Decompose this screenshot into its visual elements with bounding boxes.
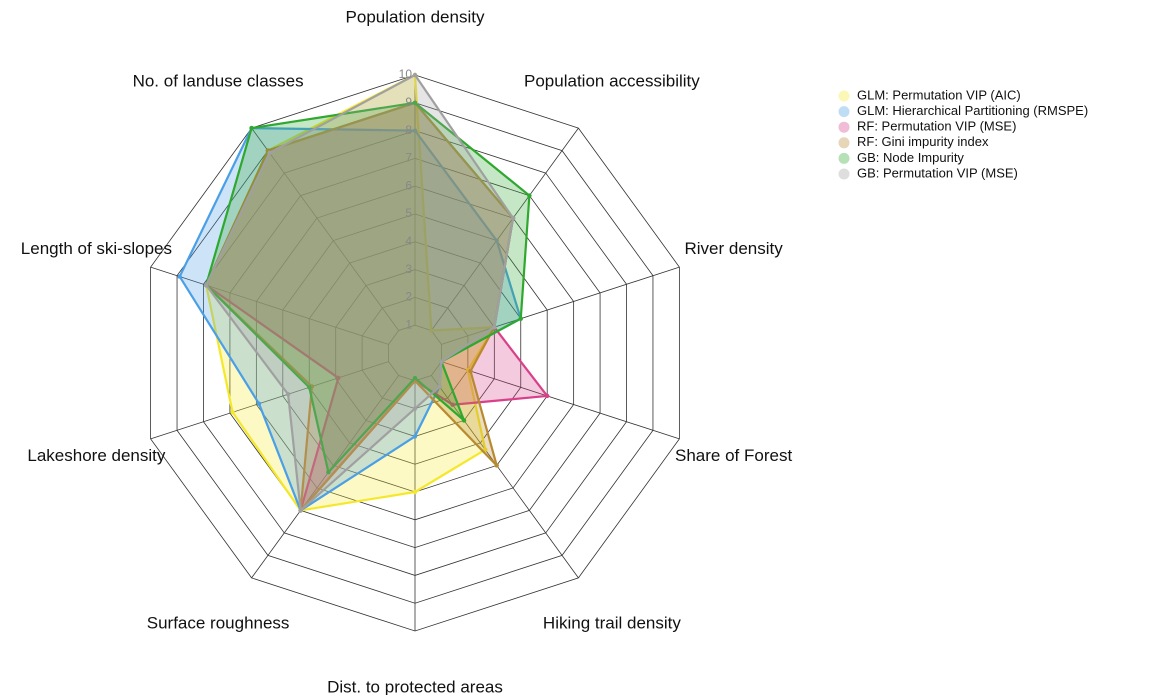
data-point [492,325,497,330]
spoke [150,266,389,345]
data-point [412,72,418,78]
data-point [336,375,341,381]
data-point [412,100,418,106]
r-tick-label: 4 [405,234,412,248]
axis-label: No. of landuse classes [133,71,304,90]
legend-marker [838,121,850,133]
axis-label: Lakeshore density [27,446,165,465]
r-tick-label: 9 [405,95,412,109]
legend-text: GLM: Hierarchical Partitioning (RMSPE) [857,103,1088,118]
data-point [483,447,488,452]
data-point [177,274,182,279]
spoke [431,375,579,579]
data-point [510,215,516,221]
data-point [412,375,418,381]
data-point [461,418,467,423]
spoke [251,375,399,579]
spoke [441,266,680,345]
data-point [412,406,418,411]
r-tick-label: 3 [405,262,412,276]
data-point [267,150,272,156]
legend-marker [838,137,850,149]
axis-label: Population accessibility [524,71,700,90]
legend-marker [838,168,850,180]
r-tick-label: 10 [399,67,413,81]
data-point [494,238,499,243]
axis-label: River density [684,239,783,258]
legend-text: GLM: Permutation VIP (AIC) [857,87,1021,102]
axis-label: Population density [346,7,485,26]
data-point [518,316,523,321]
data-point [203,282,209,288]
axis-label: Share of Forest [675,446,792,465]
spoke [150,361,389,440]
legend-marker [838,106,850,118]
spoke [431,127,579,331]
data-point [494,463,499,468]
data-point [256,401,262,406]
r-tick-label: 1 [405,317,412,331]
axis-label: Length of ski-slopes [21,239,172,258]
axis-label: Dist. to protected areas [327,677,503,695]
data-point [412,489,418,495]
data-point [437,384,442,389]
r-tick-label: 5 [405,206,412,220]
r-tick-label: 8 [405,123,412,137]
data-point [527,193,532,198]
legend-text: GB: Permutation VIP (MSE) [857,165,1018,180]
data-point [468,368,473,374]
legend-text: RF: Permutation VIP (MSE) [857,119,1016,134]
axis-label: Surface roughness [147,614,290,633]
data-point [326,470,331,475]
r-tick-label: 6 [405,178,412,192]
data-point [439,359,444,364]
data-point [429,328,434,333]
data-point [298,508,303,513]
legend-marker [838,90,850,102]
r-tick-label: 2 [405,290,412,304]
data-point [249,125,254,131]
data-point [285,392,291,397]
data-point [450,402,455,407]
data-point [544,393,550,399]
legend-text: RF: Gini impurity index [857,134,989,149]
r-tick-label: 7 [405,151,412,165]
data-point [412,434,418,439]
data-point [307,385,312,390]
spoke [441,361,680,440]
data-point [230,410,235,415]
legend-text: GB: Node Impurity [857,150,964,165]
axis-label: Hiking trail density [543,614,681,633]
spoke [251,127,399,331]
data-point [412,128,418,133]
legend-marker [838,152,850,164]
